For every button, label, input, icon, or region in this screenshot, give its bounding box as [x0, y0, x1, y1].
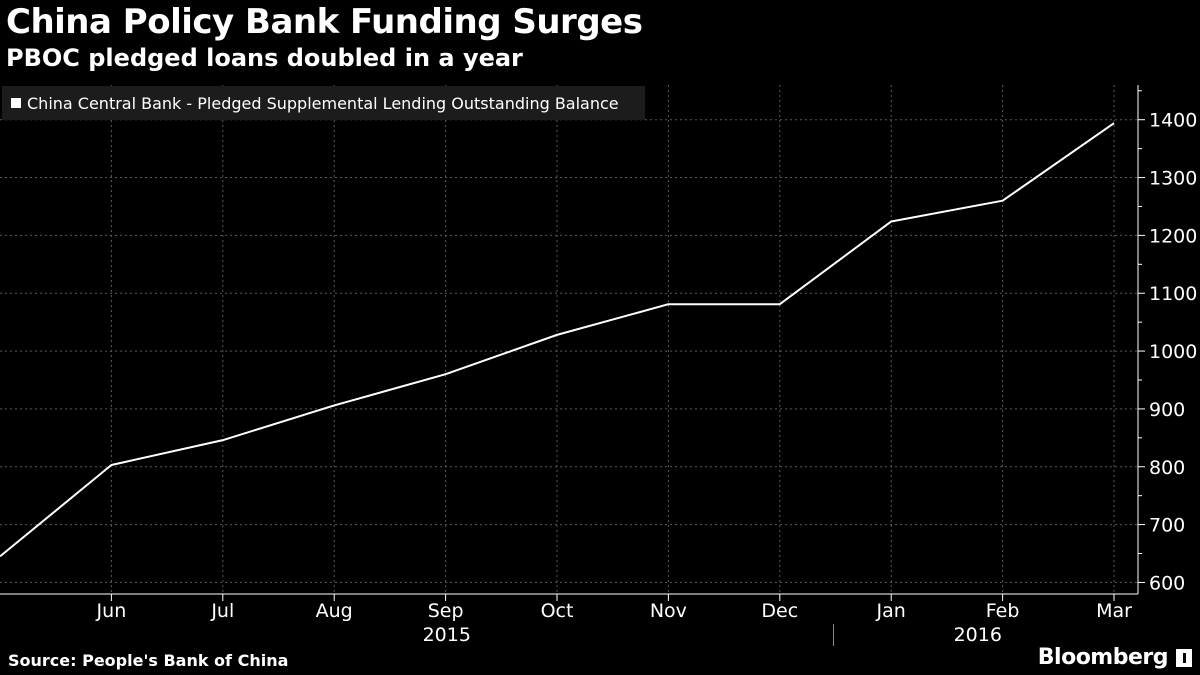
x-tick-label: Feb: [986, 600, 1020, 622]
x-tick-label: Sep: [428, 600, 464, 622]
y-tick-label: 600: [1149, 572, 1185, 594]
legend-label: China Central Bank - Pledged Supplementa…: [27, 93, 619, 113]
x-tick-label: Jun: [96, 600, 127, 622]
year-label-2015: 2015: [423, 624, 471, 646]
x-tick-label: Nov: [650, 600, 687, 622]
y-tick-label: 1000: [1149, 341, 1197, 363]
y-tick-label: 700: [1149, 515, 1185, 537]
source-note: Source: People's Bank of China: [8, 651, 289, 670]
bloomberg-logo: Bloomberg: [1037, 645, 1169, 670]
y-tick-label: 1400: [1149, 110, 1197, 132]
year-label-2016: 2016: [954, 624, 1002, 646]
legend: China Central Bank - Pledged Supplementa…: [2, 86, 645, 120]
x-tick-label: Oct: [541, 600, 574, 622]
y-tick-label: 800: [1149, 457, 1185, 479]
chart-subtitle: PBOC pledged loans doubled in a year: [6, 44, 523, 72]
x-tick-label: Mar: [1096, 600, 1132, 622]
y-tick-label: 1200: [1149, 225, 1197, 247]
tick-labels: 600 700 800 900 1000 1100 1200 1300 1400 Jun Jul Au…: [96, 110, 1198, 646]
bloomberg-icon: [1176, 649, 1192, 667]
y-tick-label: 900: [1149, 399, 1185, 421]
x-tick-label: Dec: [761, 600, 798, 622]
series-layer: [0, 122, 1115, 558]
chart-title: China Policy Bank Funding Surges: [6, 2, 643, 42]
x-tick-label: Aug: [316, 600, 353, 622]
axes: [0, 85, 1145, 646]
legend-swatch: [11, 98, 21, 108]
x-tick-label: Jan: [876, 600, 906, 622]
y-tick-label: 1100: [1149, 283, 1197, 305]
y-tick-label: 1300: [1149, 168, 1197, 190]
x-tick-label: Jul: [210, 600, 234, 622]
gridlines: [0, 85, 1138, 594]
